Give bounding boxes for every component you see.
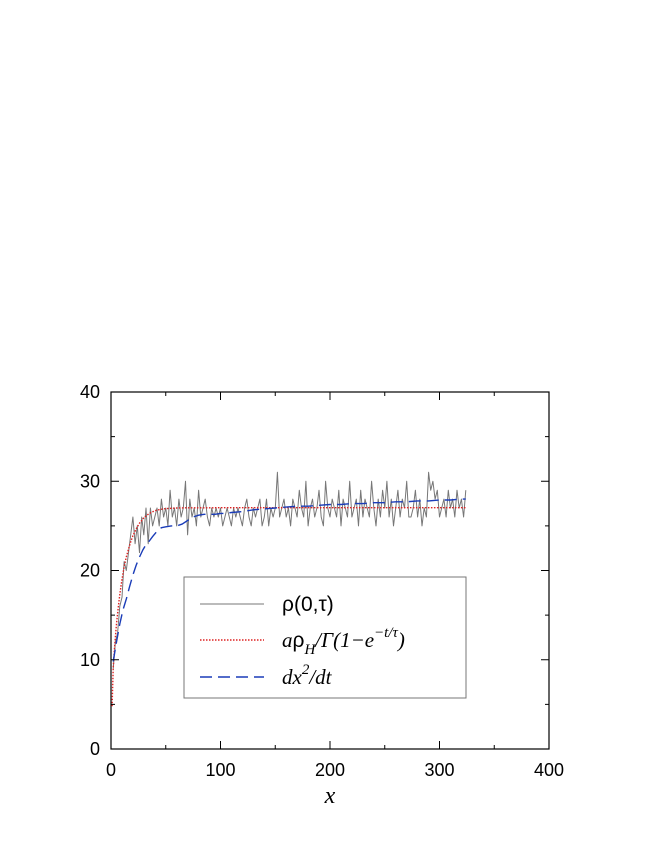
y-tick-label: 30 [80, 471, 100, 491]
x-tick-label: 300 [424, 760, 454, 780]
legend-fit-a: a [282, 628, 293, 652]
legend-box [183, 576, 467, 699]
series-layer [111, 471, 467, 707]
x-tick-label: 200 [315, 760, 345, 780]
x-tick-label: 400 [534, 760, 564, 780]
x-axis-title: x [324, 783, 336, 809]
x-tick-label: 100 [205, 760, 235, 780]
x-tick-label: 0 [106, 760, 116, 780]
y-tick-label: 40 [80, 382, 100, 402]
legend-dx-tail: /dt [308, 665, 332, 689]
legend-fit-sub: H [303, 642, 316, 658]
legend-label-rho: ρ(0,τ) [282, 593, 334, 616]
series-rho-line [112, 471, 467, 669]
legend-fit-close: ) [397, 628, 405, 652]
y-tick-label: 20 [80, 561, 100, 581]
legend-label-fit: aρH/Γ(1−e−t/τ) [282, 625, 405, 658]
legend-fit-rho: ρ [293, 629, 305, 652]
legend-fit-body: /Γ(1−e [314, 628, 374, 652]
y-tick-label: 10 [80, 650, 100, 670]
y-tick-label: 0 [90, 739, 100, 759]
legend-label-dx: dx2/dt [282, 662, 333, 689]
legend-dx-base: dx [282, 665, 303, 689]
series-fit-line [111, 507, 466, 707]
ticks-layer: 0 100 200 300 400 0 10 20 30 40 [80, 382, 564, 780]
legend: ρ(0,τ) aρH/Γ(1−e−t/τ) dx2/dt [183, 576, 467, 699]
legend-dx-sup: 2 [302, 662, 310, 678]
series-dx-line [112, 498, 466, 662]
legend-fit-sup: −t/τ [374, 625, 398, 641]
